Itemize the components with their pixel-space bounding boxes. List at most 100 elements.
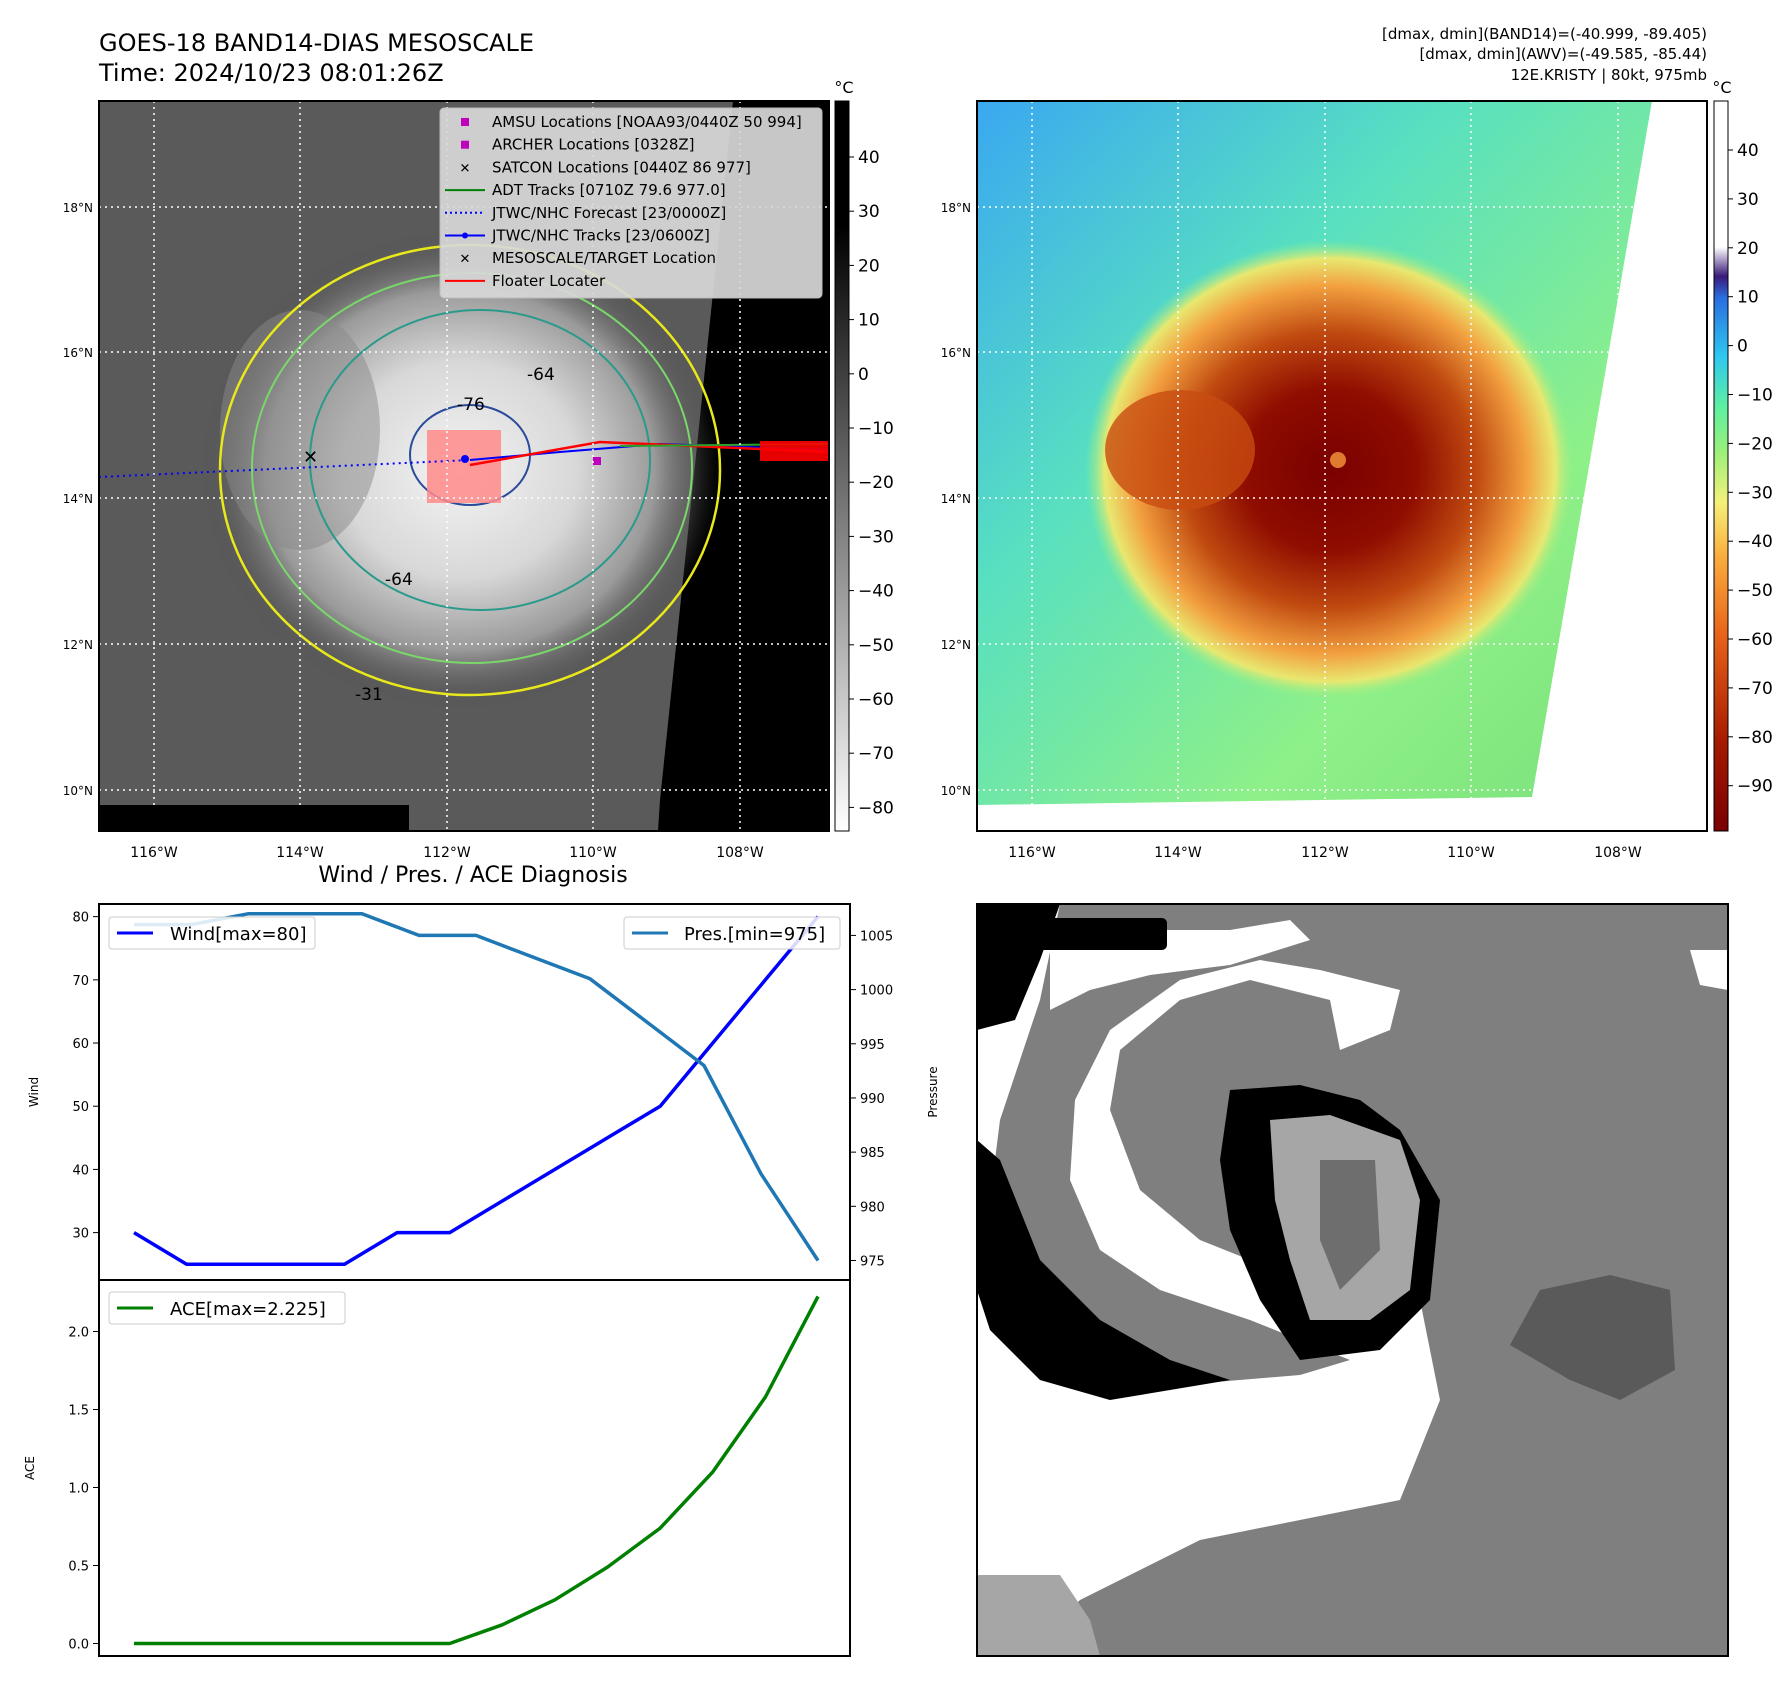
color-cb-tick-label: −60 [1737, 630, 1773, 650]
wind-tick-label: 30 [72, 1227, 89, 1242]
wmg-badge-text: WMG Count: 0 [997, 924, 1150, 946]
contour-label-4: -31 [355, 685, 383, 705]
ir-lat-tick: 14°N [63, 492, 93, 506]
wmg-white-ring [977, 904, 1440, 1656]
color-lat-tick: 14°N [941, 492, 971, 506]
contour-label-2: -76 [457, 395, 485, 415]
color-cb-tick-label: 10 [1737, 288, 1759, 308]
legend-marker: ✕ [460, 252, 471, 267]
pres-tick-label: 1005 [860, 929, 893, 944]
wind-legend-label: Wind[max=80] [170, 924, 307, 945]
ir-map-frame [98, 100, 830, 832]
color-lon-tick: 112°W [1301, 845, 1349, 861]
color-map: 116°W 114°W 112°W 110°W 108°W 18°N 16°N 14°N 12… [941, 78, 1773, 861]
pressure-axis-label: Pressure [926, 1066, 940, 1117]
ir-cb-tick-label: −60 [858, 690, 894, 710]
legend-label: AMSU Locations [NOAA93/0440Z 50 994] [492, 113, 802, 131]
ace-legend-box [108, 1291, 346, 1325]
ace-tick-label: 1.5 [68, 1403, 89, 1418]
ir-cb-tick-label: 20 [858, 256, 880, 276]
color-lat-tick: 10°N [941, 784, 971, 798]
color-cb-tick-label: −80 [1737, 728, 1773, 748]
copyright-badge [99, 805, 409, 831]
color-cb-tick-label: 0 [1737, 337, 1748, 357]
color-lon-tick: 114°W [1154, 845, 1202, 861]
ir-cb-tick-label: −30 [858, 527, 894, 547]
wind-legend-box [108, 916, 316, 950]
color-cb-tick-label: 30 [1737, 190, 1759, 210]
ir-cb-tick-label: −20 [858, 473, 894, 493]
pres-legend-label: Pres.[min=975] [684, 924, 825, 945]
ir-cb-tick-label: 40 [858, 148, 880, 168]
legend-label: MESOSCALE/TARGET Location [492, 249, 716, 267]
legend-label: Floater Locater [492, 272, 606, 290]
wind-tick-label: 70 [72, 974, 89, 989]
ace-tick-label: 0.0 [68, 1638, 89, 1653]
contour-teal [309, 309, 651, 611]
ir-cb-tick-label: 30 [858, 202, 880, 222]
contour-label-3: -64 [385, 570, 413, 590]
color-map-frame [976, 100, 1708, 832]
legend-marker [461, 140, 469, 149]
ace-tick-label: 0.5 [68, 1560, 89, 1575]
color-colorbar [1713, 100, 1729, 832]
ir-rainband [220, 310, 380, 550]
color-eye [1330, 452, 1346, 468]
mesoscale-target-box [427, 430, 501, 503]
ir-colorbar [834, 100, 850, 832]
wmg-frame [976, 903, 1729, 1657]
pres-tick-label: 990 [860, 1092, 885, 1107]
wind-tick-label: 50 [72, 1100, 89, 1115]
legend-label: JTWC/NHC Forecast [23/0000Z] [491, 204, 726, 222]
wind-tick-label: 60 [72, 1037, 89, 1052]
ir-cb-tick-label: −50 [858, 636, 894, 656]
pres-tick-label: 975 [860, 1254, 885, 1269]
ace-axes [98, 1279, 851, 1657]
color-cb-tick-label: −40 [1737, 532, 1773, 552]
color-lon-tick: 108°W [1594, 845, 1642, 861]
diagnosis-chart: Wind / Pres. / ACE Diagnosis Wind Pressu… [23, 863, 940, 1657]
ace-axis-label: ACE [23, 1456, 37, 1480]
ir-lat-tick: 16°N [63, 346, 93, 360]
ir-lat-tick: 18°N [63, 201, 93, 215]
ir-cb-tick-label: −10 [858, 419, 894, 439]
contour-label-1: -64 [527, 365, 555, 385]
color-cb-tick-label: −90 [1737, 777, 1773, 797]
info-band14: [dmax, dmin](BAND14)=(-40.999, -89.405) [1382, 25, 1707, 43]
ir-cb-tick-label: 0 [858, 365, 869, 385]
pressure-series-line [134, 912, 820, 1262]
legend-label: JTWC/NHC Tracks [23/0600Z] [491, 227, 710, 245]
color-lat-tick: 12°N [941, 638, 971, 652]
ir-legend-box [439, 107, 823, 299]
ace-tick-label: 1.0 [68, 1482, 89, 1497]
wmg-eye [1320, 1160, 1380, 1290]
legend-label: SATCON Locations [0440Z 86 977] [492, 158, 751, 176]
wind-tick-label: 80 [72, 911, 89, 926]
copyright-text: Copyright © 2020-2024 Dapiya [104, 809, 383, 828]
pres-legend-box [623, 916, 841, 950]
legend-label: ARCHER Locations [0328Z] [492, 136, 695, 154]
figure-time: Time: 2024/10/23 08:01:26Z [98, 59, 444, 87]
color-lat-tick: 18°N [941, 201, 971, 215]
ace-series-line [134, 1295, 820, 1646]
color-cb-tick-label: −50 [1737, 581, 1773, 601]
color-cb-tick-label: −30 [1737, 483, 1773, 503]
ir-lat-tick: 12°N [63, 638, 93, 652]
ir-map: -64 -76 -64 -31 ✕ [63, 78, 894, 861]
legend-marker: ✕ [460, 161, 471, 176]
figure-title: GOES-18 BAND14-DIAS MESOSCALE [99, 29, 534, 57]
pres-tick-label: 1000 [860, 984, 893, 999]
info-awv: [dmax, dmin](AWV)=(-49.585, -85.44) [1419, 45, 1707, 63]
ir-lon-tick: 114°W [276, 845, 324, 861]
pres-tick-label: 985 [860, 1146, 885, 1161]
ir-legend: AMSU Locations [NOAA93/0440Z 50 994] ARCH… [439, 107, 823, 299]
pres-tick-label: 995 [860, 1038, 885, 1053]
wmg-badge [989, 918, 1167, 950]
wind-pres-axes [98, 903, 851, 1281]
color-cb-tick-label: −10 [1737, 386, 1773, 406]
wind-tick-label: 40 [72, 1163, 89, 1178]
ir-cb-tick-label: −70 [858, 744, 894, 764]
legend-marker [461, 118, 469, 126]
pres-tick-label: 980 [860, 1200, 885, 1215]
